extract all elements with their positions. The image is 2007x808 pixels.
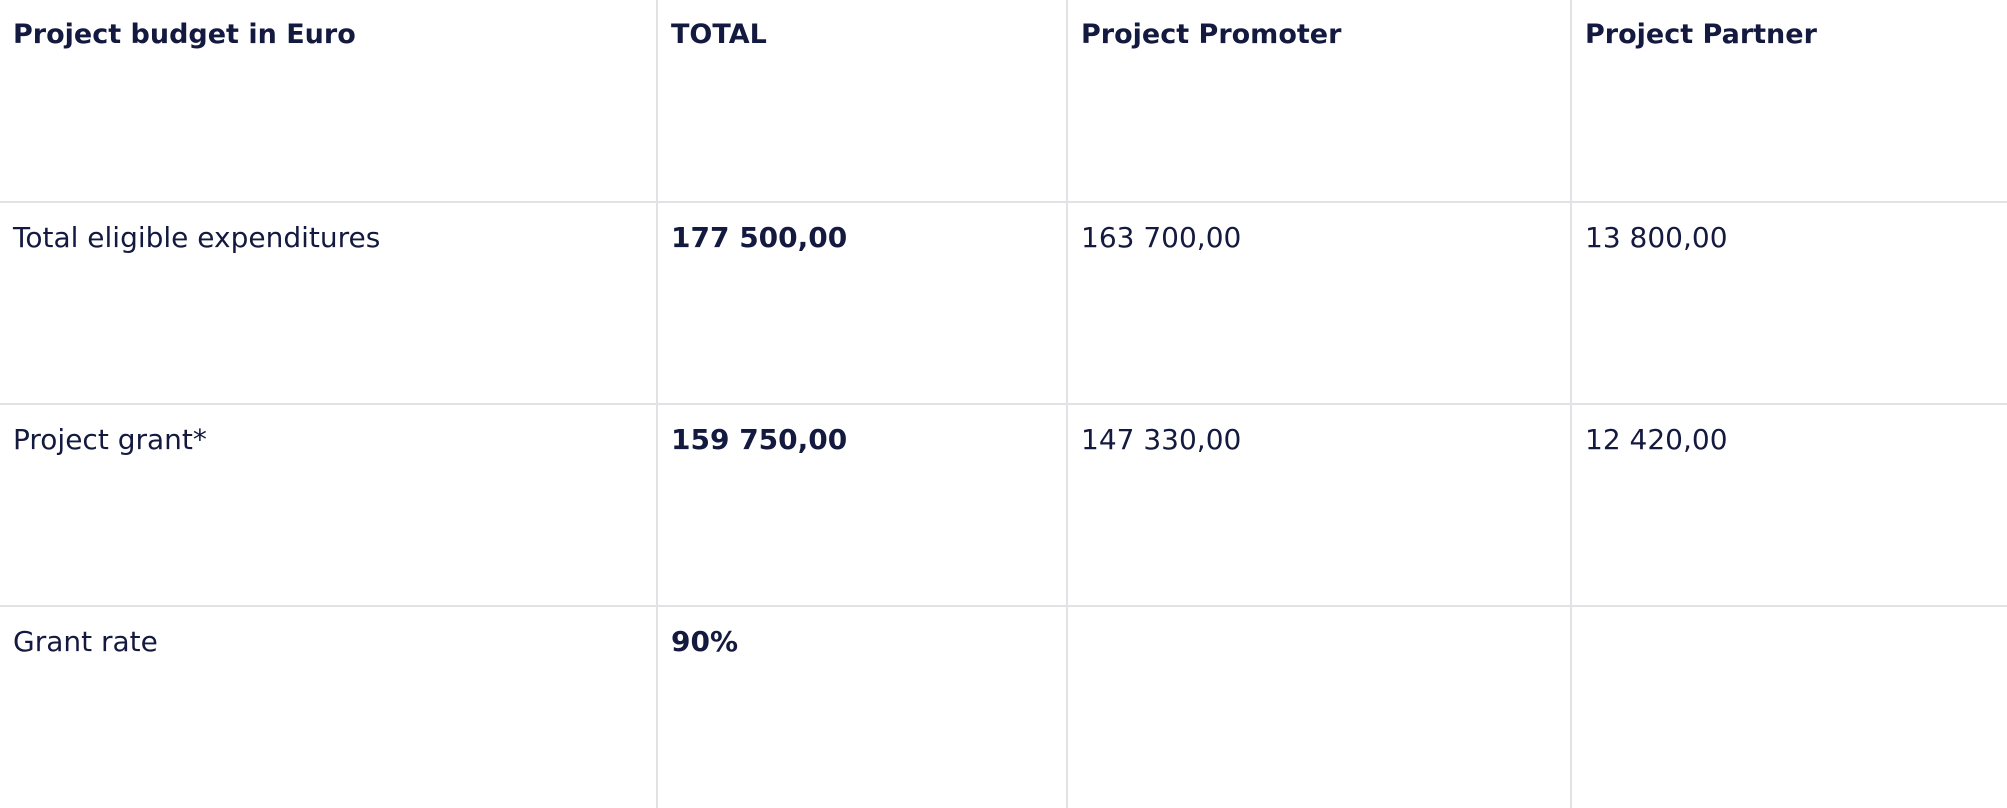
row-total-value: 90% [657, 606, 1068, 808]
row-promoter-value: 147 330,00 [1067, 404, 1572, 607]
table-row: Grant rate 90% [0, 606, 2007, 808]
row-promoter-value: 163 700,00 [1067, 202, 1572, 405]
header-project-promoter: Project Promoter [1067, 0, 1572, 203]
table-row: Total eligible expenditures 177 500,00 1… [0, 202, 2007, 405]
row-label: Project grant* [0, 404, 658, 607]
row-total-value: 177 500,00 [657, 202, 1068, 405]
row-total-value: 159 750,00 [657, 404, 1068, 607]
table-row: Project grant* 159 750,00 147 330,00 12 … [0, 404, 2007, 607]
header-project-partner: Project Partner [1571, 0, 2007, 203]
row-label: Total eligible expenditures [0, 202, 658, 405]
row-label: Grant rate [0, 606, 658, 808]
row-partner-value: 13 800,00 [1571, 202, 2007, 405]
row-promoter-value [1067, 606, 1572, 808]
row-partner-value [1571, 606, 2007, 808]
table-header-row: Project budget in Euro TOTAL Project Pro… [0, 0, 2007, 203]
row-partner-value: 12 420,00 [1571, 404, 2007, 607]
header-total: TOTAL [657, 0, 1068, 203]
header-budget-label: Project budget in Euro [0, 0, 658, 203]
